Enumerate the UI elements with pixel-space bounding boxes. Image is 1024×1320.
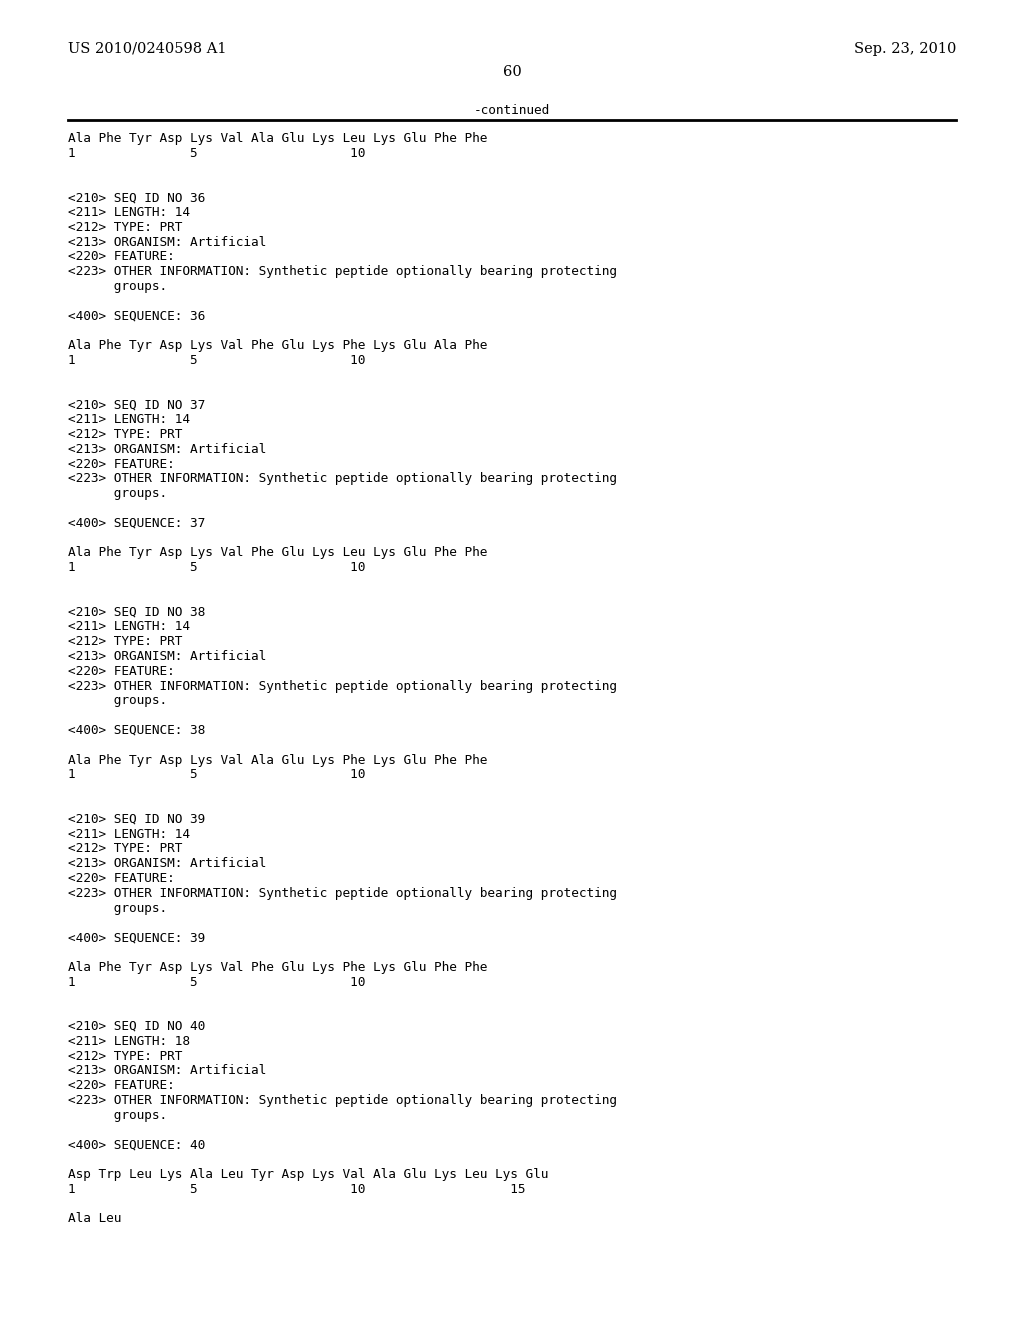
Text: <400> SEQUENCE: 36: <400> SEQUENCE: 36 [68,310,205,322]
Text: US 2010/0240598 A1: US 2010/0240598 A1 [68,42,226,55]
Text: <212> TYPE: PRT: <212> TYPE: PRT [68,635,182,648]
Text: <211> LENGTH: 18: <211> LENGTH: 18 [68,1035,190,1048]
Text: <213> ORGANISM: Artificial: <213> ORGANISM: Artificial [68,649,266,663]
Text: groups.: groups. [68,280,167,293]
Text: <400> SEQUENCE: 38: <400> SEQUENCE: 38 [68,723,205,737]
Text: Ala Phe Tyr Asp Lys Val Phe Glu Lys Leu Lys Glu Phe Phe: Ala Phe Tyr Asp Lys Val Phe Glu Lys Leu … [68,546,487,560]
Text: 1               5                    10: 1 5 10 [68,354,366,367]
Text: <220> FEATURE:: <220> FEATURE: [68,251,175,264]
Text: 1               5                    10: 1 5 10 [68,147,366,160]
Text: <210> SEQ ID NO 38: <210> SEQ ID NO 38 [68,606,205,619]
Text: <211> LENGTH: 14: <211> LENGTH: 14 [68,413,190,426]
Text: groups.: groups. [68,1109,167,1122]
Text: <223> OTHER INFORMATION: Synthetic peptide optionally bearing protecting: <223> OTHER INFORMATION: Synthetic pepti… [68,265,617,279]
Text: <213> ORGANISM: Artificial: <213> ORGANISM: Artificial [68,857,266,870]
Text: Ala Phe Tyr Asp Lys Val Ala Glu Lys Phe Lys Glu Phe Phe: Ala Phe Tyr Asp Lys Val Ala Glu Lys Phe … [68,754,487,767]
Text: 1               5                    10: 1 5 10 [68,561,366,574]
Text: <220> FEATURE:: <220> FEATURE: [68,1080,175,1092]
Text: <223> OTHER INFORMATION: Synthetic peptide optionally bearing protecting: <223> OTHER INFORMATION: Synthetic pepti… [68,473,617,486]
Text: 60: 60 [503,65,521,79]
Text: <213> ORGANISM: Artificial: <213> ORGANISM: Artificial [68,235,266,248]
Text: <220> FEATURE:: <220> FEATURE: [68,458,175,471]
Text: <211> LENGTH: 14: <211> LENGTH: 14 [68,206,190,219]
Text: <223> OTHER INFORMATION: Synthetic peptide optionally bearing protecting: <223> OTHER INFORMATION: Synthetic pepti… [68,680,617,693]
Text: Ala Leu: Ala Leu [68,1212,122,1225]
Text: Sep. 23, 2010: Sep. 23, 2010 [854,42,956,55]
Text: 1               5                    10                   15: 1 5 10 15 [68,1183,525,1196]
Text: <400> SEQUENCE: 39: <400> SEQUENCE: 39 [68,931,205,944]
Text: groups.: groups. [68,902,167,915]
Text: groups.: groups. [68,487,167,500]
Text: <210> SEQ ID NO 40: <210> SEQ ID NO 40 [68,1020,205,1034]
Text: Ala Phe Tyr Asp Lys Val Ala Glu Lys Leu Lys Glu Phe Phe: Ala Phe Tyr Asp Lys Val Ala Glu Lys Leu … [68,132,487,145]
Text: <210> SEQ ID NO 36: <210> SEQ ID NO 36 [68,191,205,205]
Text: <212> TYPE: PRT: <212> TYPE: PRT [68,1049,182,1063]
Text: <212> TYPE: PRT: <212> TYPE: PRT [68,842,182,855]
Text: <220> FEATURE:: <220> FEATURE: [68,873,175,884]
Text: <212> TYPE: PRT: <212> TYPE: PRT [68,220,182,234]
Text: <211> LENGTH: 14: <211> LENGTH: 14 [68,828,190,841]
Text: Ala Phe Tyr Asp Lys Val Phe Glu Lys Phe Lys Glu Ala Phe: Ala Phe Tyr Asp Lys Val Phe Glu Lys Phe … [68,339,487,352]
Text: <213> ORGANISM: Artificial: <213> ORGANISM: Artificial [68,1064,266,1077]
Text: 1               5                    10: 1 5 10 [68,768,366,781]
Text: <212> TYPE: PRT: <212> TYPE: PRT [68,428,182,441]
Text: <211> LENGTH: 14: <211> LENGTH: 14 [68,620,190,634]
Text: Asp Trp Leu Lys Ala Leu Tyr Asp Lys Val Ala Glu Lys Leu Lys Glu: Asp Trp Leu Lys Ala Leu Tyr Asp Lys Val … [68,1168,549,1181]
Text: 1               5                    10: 1 5 10 [68,975,366,989]
Text: Ala Phe Tyr Asp Lys Val Phe Glu Lys Phe Lys Glu Phe Phe: Ala Phe Tyr Asp Lys Val Phe Glu Lys Phe … [68,961,487,974]
Text: <223> OTHER INFORMATION: Synthetic peptide optionally bearing protecting: <223> OTHER INFORMATION: Synthetic pepti… [68,1094,617,1107]
Text: <400> SEQUENCE: 37: <400> SEQUENCE: 37 [68,517,205,529]
Text: <213> ORGANISM: Artificial: <213> ORGANISM: Artificial [68,442,266,455]
Text: <210> SEQ ID NO 37: <210> SEQ ID NO 37 [68,399,205,412]
Text: <220> FEATURE:: <220> FEATURE: [68,665,175,677]
Text: <400> SEQUENCE: 40: <400> SEQUENCE: 40 [68,1138,205,1151]
Text: -continued: -continued [474,104,550,117]
Text: <223> OTHER INFORMATION: Synthetic peptide optionally bearing protecting: <223> OTHER INFORMATION: Synthetic pepti… [68,887,617,900]
Text: <210> SEQ ID NO 39: <210> SEQ ID NO 39 [68,813,205,826]
Text: groups.: groups. [68,694,167,708]
